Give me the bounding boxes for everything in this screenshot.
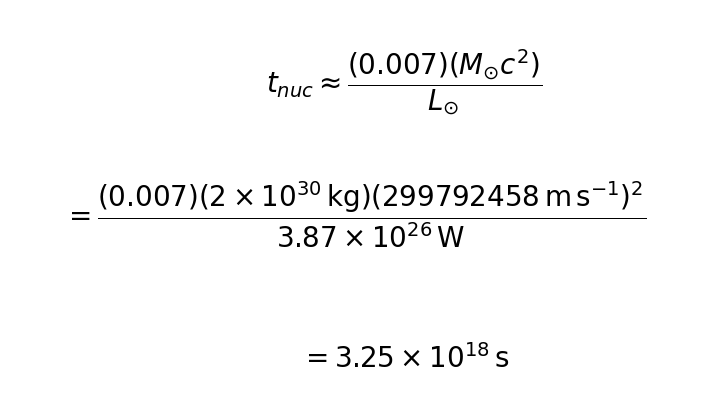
Text: $= 3.25 \times 10^{18}\,\mathrm{s}$: $= 3.25 \times 10^{18}\,\mathrm{s}$ <box>300 344 509 374</box>
Text: $= \dfrac{(0.007)(2 \times 10^{30}\,\mathrm{kg})(299792458\,\mathrm{m\,s}^{-1})^: $= \dfrac{(0.007)(2 \times 10^{30}\,\mat… <box>63 180 647 250</box>
Text: $t_{nuc} \approx \dfrac{(0.007)(M_{\odot}c^{2})}{L_{\odot}}$: $t_{nuc} \approx \dfrac{(0.007)(M_{\odot… <box>266 48 543 117</box>
